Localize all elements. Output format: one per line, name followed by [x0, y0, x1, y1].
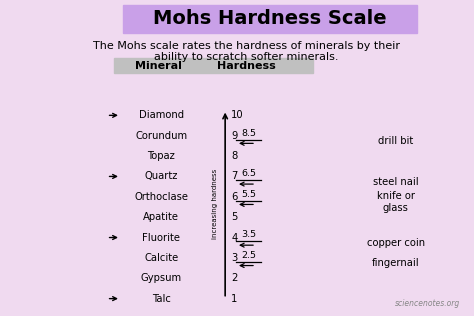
- Text: 8: 8: [231, 151, 237, 161]
- Text: increasing hardness: increasing hardness: [212, 169, 218, 239]
- Text: The Mohs scale rates the hardness of minerals by their: The Mohs scale rates the hardness of min…: [93, 41, 400, 51]
- Text: 6.5: 6.5: [241, 169, 256, 179]
- Text: 5: 5: [231, 212, 237, 222]
- Text: knife or
glass: knife or glass: [377, 191, 415, 213]
- Text: sciencenotes.org: sciencenotes.org: [394, 299, 460, 308]
- Text: Orthoclase: Orthoclase: [134, 192, 188, 202]
- Text: Calcite: Calcite: [144, 253, 178, 263]
- Text: 4: 4: [231, 233, 237, 242]
- Text: 10: 10: [231, 110, 244, 120]
- Text: Gypsum: Gypsum: [141, 273, 182, 283]
- Text: Apatite: Apatite: [143, 212, 179, 222]
- Text: Talc: Talc: [152, 294, 171, 304]
- Text: drill bit: drill bit: [378, 136, 413, 146]
- Text: 3.5: 3.5: [241, 230, 256, 240]
- Text: 1: 1: [231, 294, 237, 304]
- Text: Quartz: Quartz: [145, 172, 178, 181]
- Text: Corundum: Corundum: [135, 131, 187, 141]
- Text: 5.5: 5.5: [241, 190, 256, 199]
- Text: ability to scratch softer minerals.: ability to scratch softer minerals.: [154, 52, 339, 62]
- Text: 2: 2: [231, 273, 237, 283]
- Text: copper coin: copper coin: [367, 238, 425, 248]
- Text: 3: 3: [231, 253, 237, 263]
- Text: Diamond: Diamond: [138, 110, 184, 120]
- Text: 7: 7: [231, 172, 237, 181]
- Text: 2.5: 2.5: [241, 251, 256, 260]
- Text: Fluorite: Fluorite: [142, 233, 180, 242]
- Text: fingernail: fingernail: [372, 258, 419, 268]
- Text: Mohs Hardness Scale: Mohs Hardness Scale: [154, 9, 387, 28]
- Text: 8.5: 8.5: [241, 129, 256, 138]
- Text: Hardness: Hardness: [217, 61, 276, 71]
- Text: 9: 9: [231, 131, 237, 141]
- Text: 6: 6: [231, 192, 237, 202]
- Text: steel nail: steel nail: [373, 177, 419, 187]
- Text: Mineral: Mineral: [136, 61, 182, 71]
- Text: Topaz: Topaz: [147, 151, 175, 161]
